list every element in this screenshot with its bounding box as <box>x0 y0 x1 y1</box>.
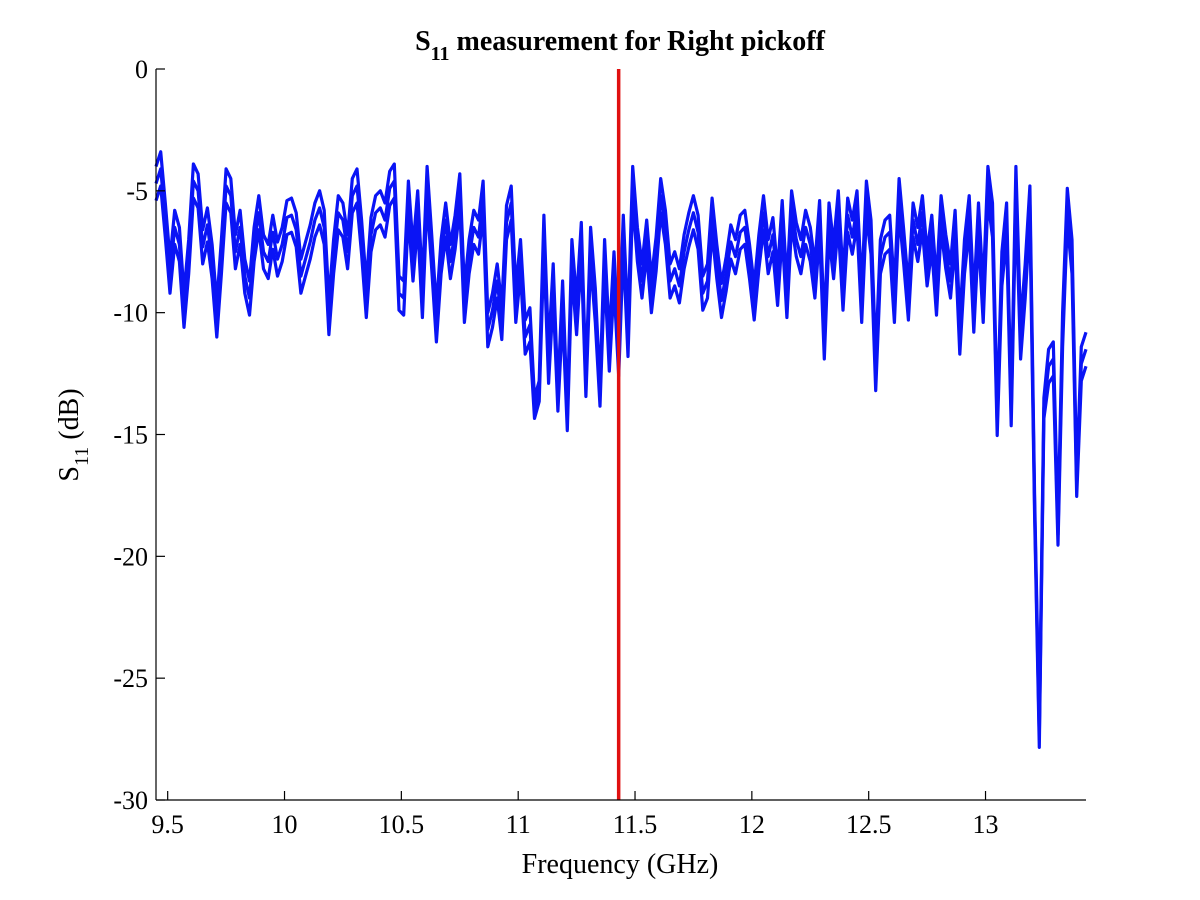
y-tick-label: -15 <box>113 421 148 450</box>
y-tick-label: -10 <box>113 299 148 328</box>
y-tick-label: -30 <box>113 786 148 815</box>
y-tick-label: 0 <box>135 55 148 84</box>
x-tick-label: 12 <box>739 810 765 839</box>
plot-title: S11 measurement for Right pickoff <box>415 26 826 65</box>
x-tick-label: 9.5 <box>151 810 184 839</box>
x-tick-label: 10.5 <box>379 810 425 839</box>
series-group <box>154 150 1088 750</box>
title-subscript: 11 <box>431 43 450 65</box>
title-main: S <box>415 26 431 57</box>
x-axis-ticks: 9.5 10 10.5 11 11.5 12 12.5 13 <box>151 791 999 839</box>
y-axis-label: S11 (dB) <box>54 388 93 481</box>
ylabel-subscript: 11 <box>71 447 93 466</box>
series-line-3 <box>154 184 1088 750</box>
y-axis-ticks: 0 -5 -10 -15 -20 -25 -30 <box>113 55 165 815</box>
x-tick-label: 12.5 <box>846 810 892 839</box>
plot-area-frame <box>156 69 1086 800</box>
y-tick-label: -25 <box>113 664 148 693</box>
title-rest: measurement for Right pickoff <box>450 26 826 57</box>
ylabel-rest: (dB) <box>54 388 85 446</box>
chart-title: S11 measurement for Right pickoff <box>415 26 826 65</box>
x-axis-label: Frequency (GHz) <box>522 849 719 880</box>
x-tick-label: 13 <box>973 810 999 839</box>
y-tick-label: -20 <box>113 542 148 571</box>
x-tick-label: 10 <box>272 810 298 839</box>
x-tick-label: 11.5 <box>613 810 658 839</box>
ylabel-main: S <box>54 466 85 482</box>
y-tick-label: -5 <box>126 177 148 206</box>
x-tick-label: 11 <box>506 810 531 839</box>
